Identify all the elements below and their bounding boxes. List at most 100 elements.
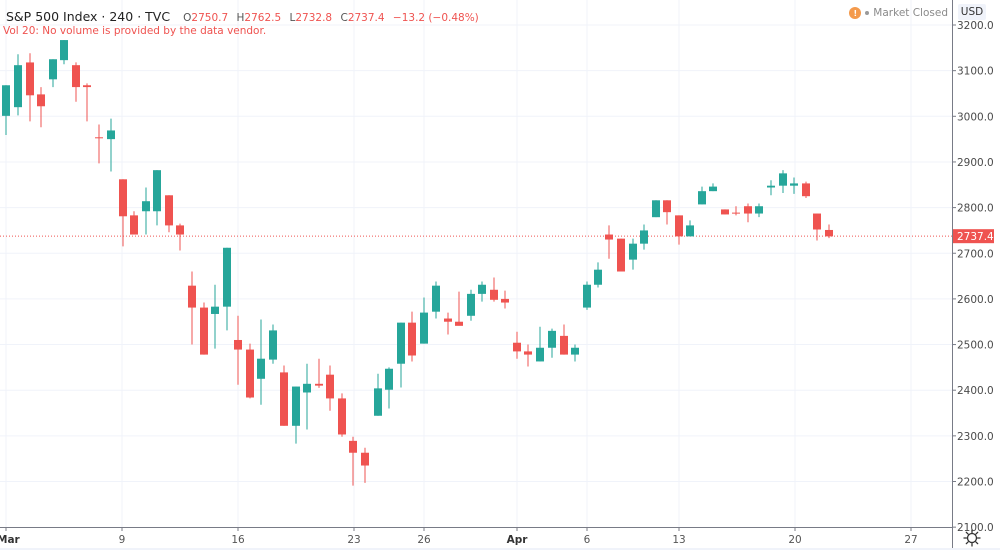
- open-label: O: [183, 12, 192, 24]
- candle: [455, 291, 463, 326]
- price-tick-label: 2600.0: [957, 294, 994, 306]
- candle: [72, 62, 80, 102]
- price-tick-label: 2900.0: [957, 157, 994, 169]
- price-tick-label: 3100.0: [957, 66, 994, 78]
- candle: [548, 328, 556, 358]
- candle: [513, 331, 521, 359]
- candle: [467, 289, 475, 321]
- high-value: 2762.5: [244, 12, 282, 24]
- price-axis[interactable]: 3200.0 3100.0 3000.0 2900.0 2800.0 2700.0 2600…: [952, 0, 1000, 550]
- candle: [536, 326, 544, 362]
- price-tick-label: 2700.0: [957, 248, 994, 260]
- symbol-legend[interactable]: S&P 500 Index · 240 · TVC O2750.7 H2762.…: [6, 6, 484, 25]
- candle: [524, 344, 532, 367]
- candle: [95, 124, 103, 164]
- candle: [303, 363, 311, 430]
- price-tick-label: 2200.0: [957, 477, 994, 489]
- candle: [617, 238, 625, 272]
- candle: [478, 281, 486, 302]
- candle: [501, 290, 509, 309]
- candle: [709, 183, 717, 192]
- open-value: 2750.7: [191, 12, 229, 24]
- low-value: 2732.8: [295, 12, 333, 24]
- candle: [176, 223, 184, 251]
- gear-icon[interactable]: [962, 528, 982, 548]
- status-dot-icon: [865, 11, 870, 15]
- price-tick-label: 2500.0: [957, 340, 994, 352]
- candle: [686, 220, 694, 237]
- last-price-tag: [953, 229, 994, 244]
- candle: [14, 54, 22, 116]
- candle: [385, 367, 393, 409]
- candle: [349, 436, 357, 486]
- candle: [675, 215, 683, 245]
- candle: [130, 211, 138, 235]
- candle: [338, 393, 346, 437]
- time-axis[interactable]: Mar 9 16 23 26 Apr 6 13 20 27: [0, 527, 1000, 550]
- currency-label[interactable]: USD: [958, 4, 986, 20]
- candle: [802, 181, 810, 199]
- candle: [211, 284, 219, 349]
- time-tick-label: Mar: [0, 534, 21, 546]
- low-label: L: [289, 12, 296, 24]
- candle: [49, 59, 57, 88]
- candle: [744, 203, 752, 223]
- candle: [790, 177, 798, 194]
- change-value: −13.2 (−0.48%): [392, 12, 479, 24]
- price-tick-label: 3200.0: [957, 20, 994, 32]
- time-tick-label: 13: [672, 534, 685, 546]
- candle: [37, 87, 45, 128]
- time-tick-label: 27: [904, 534, 917, 546]
- time-tick-label: 26: [417, 534, 431, 546]
- candle: [721, 209, 729, 215]
- candle: [420, 297, 428, 344]
- candle: [188, 271, 196, 345]
- candle: [825, 224, 833, 239]
- candle: [813, 213, 821, 241]
- price-tick-label: 2100.0: [957, 522, 994, 534]
- candle: [732, 206, 740, 216]
- volume-note: Vol 20: No volume is provided by the dat…: [3, 25, 267, 37]
- price-tick-label: 2800.0: [957, 203, 994, 215]
- candle: [571, 344, 579, 362]
- candle: [490, 277, 498, 302]
- candle: [26, 53, 34, 122]
- candle: [583, 281, 591, 310]
- candle: [326, 365, 334, 411]
- candle: [640, 224, 648, 250]
- candle: [779, 170, 787, 193]
- candle: [605, 225, 613, 259]
- ohlc-values: O2750.7 H2762.5 L2732.8 C2737.4 −13.2 (−…: [183, 12, 484, 24]
- grid-lines: [0, 0, 952, 527]
- candle: [280, 365, 288, 426]
- warning-icon[interactable]: !: [849, 7, 862, 19]
- symbol-title: S&P 500 Index · 240 · TVC: [6, 9, 171, 24]
- candle: [234, 315, 242, 385]
- candlesticks: [2, 40, 833, 486]
- candle: [153, 170, 161, 226]
- candle: [119, 179, 127, 247]
- time-tick-label: 23: [347, 534, 360, 546]
- candle: [361, 447, 369, 483]
- candle: [408, 311, 416, 362]
- market-status[interactable]: ! Market Closed: [849, 7, 948, 19]
- candle: [165, 195, 173, 233]
- candle: [200, 302, 208, 355]
- high-label: H: [236, 12, 245, 24]
- close-label: C: [340, 12, 348, 24]
- time-tick-label: 16: [231, 534, 245, 546]
- candle: [374, 373, 382, 416]
- time-tick-label: 9: [119, 534, 126, 546]
- candle: [560, 324, 568, 355]
- candle: [629, 238, 637, 270]
- candle: [397, 322, 405, 388]
- market-status-label: Market Closed: [873, 7, 948, 19]
- candle: [767, 180, 775, 196]
- candle: [594, 262, 602, 288]
- candle: [257, 319, 265, 405]
- candle: [246, 343, 254, 399]
- close-value: 2737.4: [347, 12, 385, 24]
- candle: [292, 386, 300, 444]
- candle: [2, 85, 10, 136]
